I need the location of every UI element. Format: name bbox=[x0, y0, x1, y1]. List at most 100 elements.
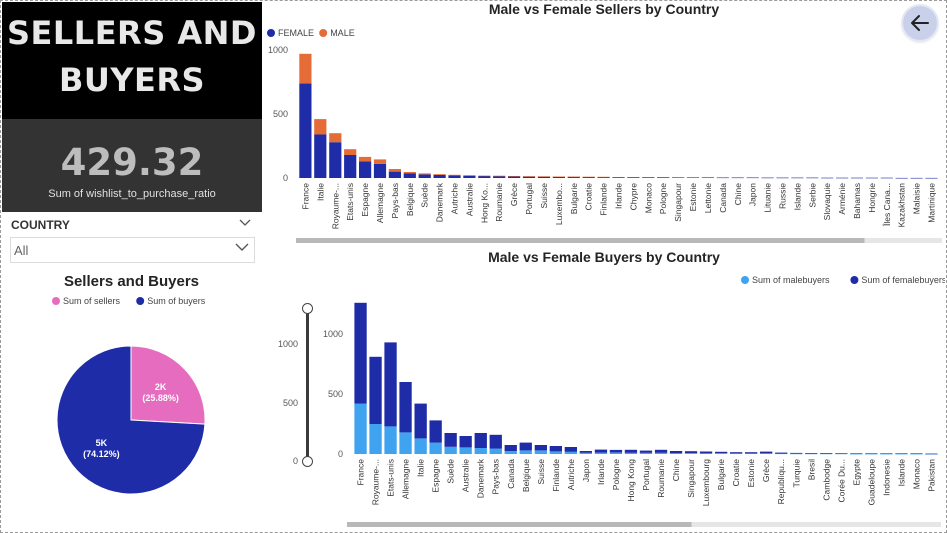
pie-slice[interactable] bbox=[56, 345, 206, 495]
bar-segment[interactable] bbox=[639, 452, 653, 454]
bar-segment[interactable] bbox=[552, 176, 565, 178]
bar-segment[interactable] bbox=[850, 453, 863, 455]
bar-segment[interactable] bbox=[418, 174, 431, 178]
bar-segment[interactable] bbox=[850, 453, 863, 454]
bar-segment[interactable] bbox=[414, 438, 427, 454]
bar-segment[interactable] bbox=[910, 177, 923, 179]
bar-segment[interactable] bbox=[821, 177, 834, 179]
bar-segment[interactable] bbox=[359, 161, 372, 178]
bar-segment[interactable] bbox=[354, 403, 367, 454]
bar-segment[interactable] bbox=[463, 175, 476, 178]
bar-segment[interactable] bbox=[597, 177, 610, 178]
bar-segment[interactable] bbox=[624, 452, 638, 454]
bar-segment[interactable] bbox=[895, 453, 908, 454]
bar-segment[interactable] bbox=[865, 453, 878, 455]
bar-segment[interactable] bbox=[463, 175, 476, 176]
bar-segment[interactable] bbox=[820, 453, 833, 454]
bar-segment[interactable] bbox=[820, 453, 833, 455]
bar-segment[interactable] bbox=[579, 451, 592, 453]
bar-segment[interactable] bbox=[730, 453, 743, 454]
bar-segment[interactable] bbox=[791, 177, 804, 179]
legend-label[interactable]: Sum of malebuyers bbox=[752, 275, 830, 285]
bar-segment[interactable] bbox=[761, 177, 774, 179]
zoom-slider-top-handle[interactable] bbox=[302, 303, 313, 314]
bar-segment[interactable] bbox=[369, 424, 382, 454]
bar-segment[interactable] bbox=[850, 177, 864, 179]
zoom-slider-bottom-handle[interactable] bbox=[302, 456, 313, 467]
bar-segment[interactable] bbox=[776, 177, 789, 179]
bar-segment[interactable] bbox=[639, 450, 653, 453]
legend-label[interactable]: MALE bbox=[330, 28, 355, 38]
legend-label[interactable]: Sum of sellers bbox=[63, 296, 121, 306]
bar-segment[interactable] bbox=[508, 176, 521, 177]
bar-segment[interactable] bbox=[399, 432, 412, 454]
bar-segment[interactable] bbox=[384, 342, 397, 427]
bar-segment[interactable] bbox=[399, 382, 412, 433]
bar-segment[interactable] bbox=[609, 449, 623, 453]
bar-segment[interactable] bbox=[459, 447, 472, 454]
bar-segment[interactable] bbox=[730, 452, 743, 454]
bar-segment[interactable] bbox=[865, 177, 878, 179]
bar-segment[interactable] bbox=[299, 53, 312, 84]
bar-segment[interactable] bbox=[775, 452, 788, 454]
bar-segment[interactable] bbox=[880, 453, 893, 455]
bar-segment[interactable] bbox=[534, 445, 547, 451]
bar-segment[interactable] bbox=[478, 175, 491, 177]
bar-segment[interactable] bbox=[474, 448, 487, 454]
bar-segment[interactable] bbox=[489, 434, 502, 449]
sellers-by-country-chart[interactable]: Male vs Female Sellers by Country FEMALE M… bbox=[263, 0, 945, 250]
bar-segment[interactable] bbox=[669, 451, 683, 454]
bar-segment[interactable] bbox=[433, 174, 446, 175]
bar-segment[interactable] bbox=[552, 176, 565, 178]
bar-segment[interactable] bbox=[642, 177, 655, 178]
bar-segment[interactable] bbox=[403, 172, 416, 174]
bar-segment[interactable] bbox=[519, 450, 532, 454]
legend-label[interactable]: Sum of femalebuyers bbox=[861, 275, 945, 285]
bar-segment[interactable] bbox=[686, 177, 700, 178]
bar-segment[interactable] bbox=[433, 174, 446, 178]
bar-segment[interactable] bbox=[684, 453, 698, 454]
bar-segment[interactable] bbox=[836, 177, 849, 179]
bar-segment[interactable] bbox=[474, 433, 487, 448]
bar-segment[interactable] bbox=[582, 176, 595, 178]
bar-segment[interactable] bbox=[745, 453, 758, 454]
bar-segment[interactable] bbox=[672, 177, 685, 178]
bar-segment[interactable] bbox=[444, 446, 457, 454]
bar-segment[interactable] bbox=[715, 453, 728, 454]
bar-segment[interactable] bbox=[354, 302, 367, 404]
bar-segment[interactable] bbox=[314, 134, 327, 179]
bar-segment[interactable] bbox=[344, 155, 357, 178]
legend-label[interactable]: FEMALE bbox=[278, 28, 314, 38]
bar-segment[interactable] bbox=[699, 451, 713, 454]
chart-scrollbar-thumb[interactable] bbox=[296, 238, 865, 243]
bar-segment[interactable] bbox=[403, 173, 416, 179]
bar-segment[interactable] bbox=[594, 452, 608, 454]
bar-segment[interactable] bbox=[699, 453, 713, 454]
bar-segment[interactable] bbox=[684, 451, 698, 454]
bar-segment[interactable] bbox=[790, 453, 803, 455]
country-slicer-dropdown[interactable]: All bbox=[10, 237, 255, 263]
bar-segment[interactable] bbox=[880, 177, 893, 179]
chevron-down-icon[interactable] bbox=[238, 215, 252, 231]
bar-segment[interactable] bbox=[715, 451, 728, 454]
bar-segment[interactable] bbox=[508, 176, 521, 178]
bar-segment[interactable] bbox=[369, 356, 382, 424]
bar-segment[interactable] bbox=[504, 445, 517, 451]
bar-segment[interactable] bbox=[504, 451, 517, 454]
bar-segment[interactable] bbox=[806, 177, 819, 179]
bar-segment[interactable] bbox=[657, 177, 670, 178]
bar-segment[interactable] bbox=[359, 156, 372, 162]
bar-segment[interactable] bbox=[448, 175, 461, 178]
bar-segment[interactable] bbox=[537, 176, 551, 178]
buyers-by-country-chart[interactable]: Male vs Female Buyers by Country Sum of m… bbox=[263, 248, 945, 533]
bar-segment[interactable] bbox=[654, 452, 668, 454]
bar-segment[interactable] bbox=[835, 453, 848, 455]
sellers-buyers-pie-chart[interactable]: Sum of sellers Sum of buyers 2K(25.88%) 5K(… bbox=[10, 293, 253, 508]
bar-segment[interactable] bbox=[910, 453, 923, 454]
bar-segment[interactable] bbox=[701, 177, 714, 178]
bar-segment[interactable] bbox=[654, 449, 668, 453]
zoom-slider-track[interactable] bbox=[306, 308, 309, 461]
bar-segment[interactable] bbox=[418, 173, 431, 175]
bar-segment[interactable] bbox=[522, 176, 536, 177]
bar-segment[interactable] bbox=[459, 436, 472, 448]
